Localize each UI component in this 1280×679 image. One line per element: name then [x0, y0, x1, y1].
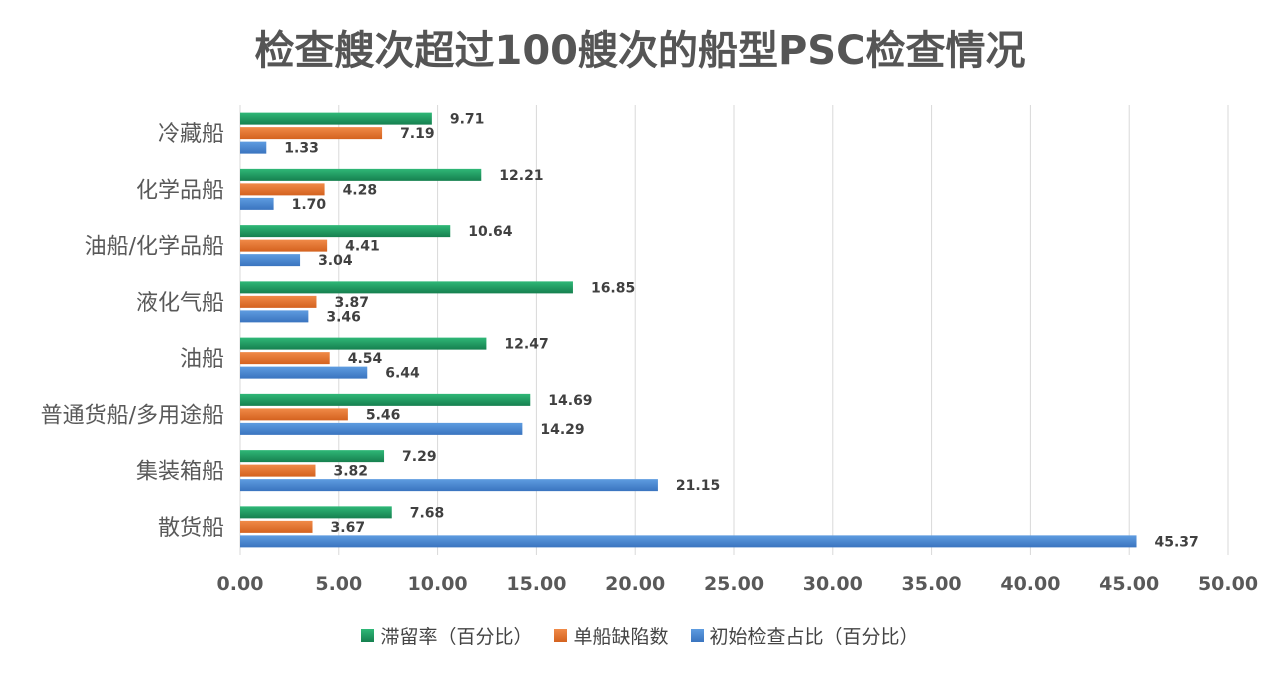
bar-initial [240, 254, 301, 267]
legend: 滞留率（百分比） 单船缺陷数 初始检查占比（百分比） [0, 622, 1280, 649]
bar-detention [240, 337, 487, 350]
bar-initial [240, 310, 309, 323]
bar-defects [240, 295, 317, 308]
data-label-defects: 4.54 [348, 351, 383, 367]
bar-defects [240, 239, 328, 252]
data-label-initial: 14.29 [540, 422, 584, 438]
x-tick-label: 15.00 [506, 573, 566, 595]
data-label-detention: 12.21 [499, 168, 543, 184]
legend-label-detention: 滞留率（百分比） [380, 626, 533, 648]
data-label-defects: 5.46 [366, 407, 401, 423]
bar-detention [240, 225, 451, 238]
data-labels: 9.71 7.19 1.33 12.21 4.28 1.70 10.64 4.413.04 16… [284, 112, 1199, 551]
data-label-detention: 10.64 [468, 224, 513, 240]
x-tick-label: 5.00 [315, 573, 362, 595]
category-label: 油船/化学品船 [85, 235, 224, 260]
x-tick-label: 40.00 [1000, 573, 1060, 595]
category-label: 普通货船/多用途船 [41, 403, 224, 428]
legend-swatch-defects [554, 629, 568, 642]
legend-swatch-detention [361, 629, 375, 642]
x-tick-label: 20.00 [605, 573, 665, 595]
x-tick-label: 10.00 [408, 573, 468, 595]
bar-initial [240, 535, 1137, 548]
category-label: 液化气船 [136, 291, 224, 316]
data-label-initial: 21.15 [676, 478, 720, 494]
bar-defects [240, 520, 313, 533]
bar-initial [240, 197, 274, 210]
bar-initial [240, 479, 658, 492]
category-label: 冷藏船 [158, 122, 224, 147]
bar-detention [240, 112, 432, 125]
data-label-defects: 7.19 [400, 126, 435, 142]
bars [240, 112, 1137, 548]
data-label-detention: 14.69 [548, 393, 592, 409]
legend-item-initial: 初始检查占比（百分比） [690, 622, 919, 649]
x-tick-label: 30.00 [803, 573, 863, 595]
data-label-detention: 7.68 [410, 505, 445, 521]
data-label-initial: 1.33 [284, 141, 319, 157]
data-label-defects: 4.28 [343, 182, 378, 198]
bar-defects [240, 408, 348, 421]
x-tick-label: 0.00 [217, 573, 264, 595]
data-label-initial: 3.46 [326, 309, 361, 325]
data-label-detention: 12.47 [504, 337, 548, 353]
x-tick-label: 50.00 [1198, 573, 1258, 595]
bar-detention [240, 393, 531, 406]
data-label-initial: 6.44 [385, 366, 420, 382]
data-label-detention: 9.71 [450, 112, 485, 128]
bar-initial [240, 366, 368, 379]
bar-defects [240, 183, 325, 196]
category-label: 集装箱船 [136, 460, 224, 485]
legend-item-detention: 滞留率（百分比） [361, 622, 532, 649]
data-label-initial: 3.04 [318, 253, 353, 269]
data-label-defects: 3.82 [333, 464, 368, 480]
x-tick-label: 35.00 [902, 573, 962, 595]
legend-swatch-initial [690, 629, 704, 642]
data-label-detention: 16.85 [591, 280, 635, 296]
bar-defects [240, 352, 330, 365]
data-label-defects: 3.67 [331, 520, 366, 536]
category-label: 油船 [180, 347, 224, 372]
data-label-defects: 3.87 [334, 295, 369, 311]
chart-title: 检查艘次超过100艘次的船型PSC检查情况 [254, 28, 1026, 74]
bar-detention [240, 450, 385, 463]
bar-initial [240, 141, 267, 154]
x-tick-labels: 0.00 5.00 10.00 15.00 20.00 25.00 30.00 35.00 40… [217, 573, 1259, 595]
bar-detention [240, 506, 392, 519]
data-label-detention: 7.29 [402, 449, 437, 465]
legend-label-defects: 单船缺陷数 [573, 626, 669, 648]
data-label-defects: 4.41 [345, 239, 380, 255]
data-label-initial: 1.70 [292, 197, 327, 213]
data-label-initial: 45.37 [1155, 534, 1199, 550]
legend-item-defects: 单船缺陷数 [554, 622, 669, 649]
bar-defects [240, 127, 383, 140]
category-label: 化学品船 [136, 178, 224, 203]
legend-label-initial: 初始检查占比（百分比） [709, 626, 919, 648]
bar-detention [240, 281, 573, 294]
bar-initial [240, 422, 523, 435]
x-tick-label: 45.00 [1099, 573, 1159, 595]
bar-detention [240, 168, 482, 181]
x-tick-label: 25.00 [704, 573, 764, 595]
category-label: 散货船 [158, 516, 224, 541]
bar-defects [240, 464, 316, 477]
